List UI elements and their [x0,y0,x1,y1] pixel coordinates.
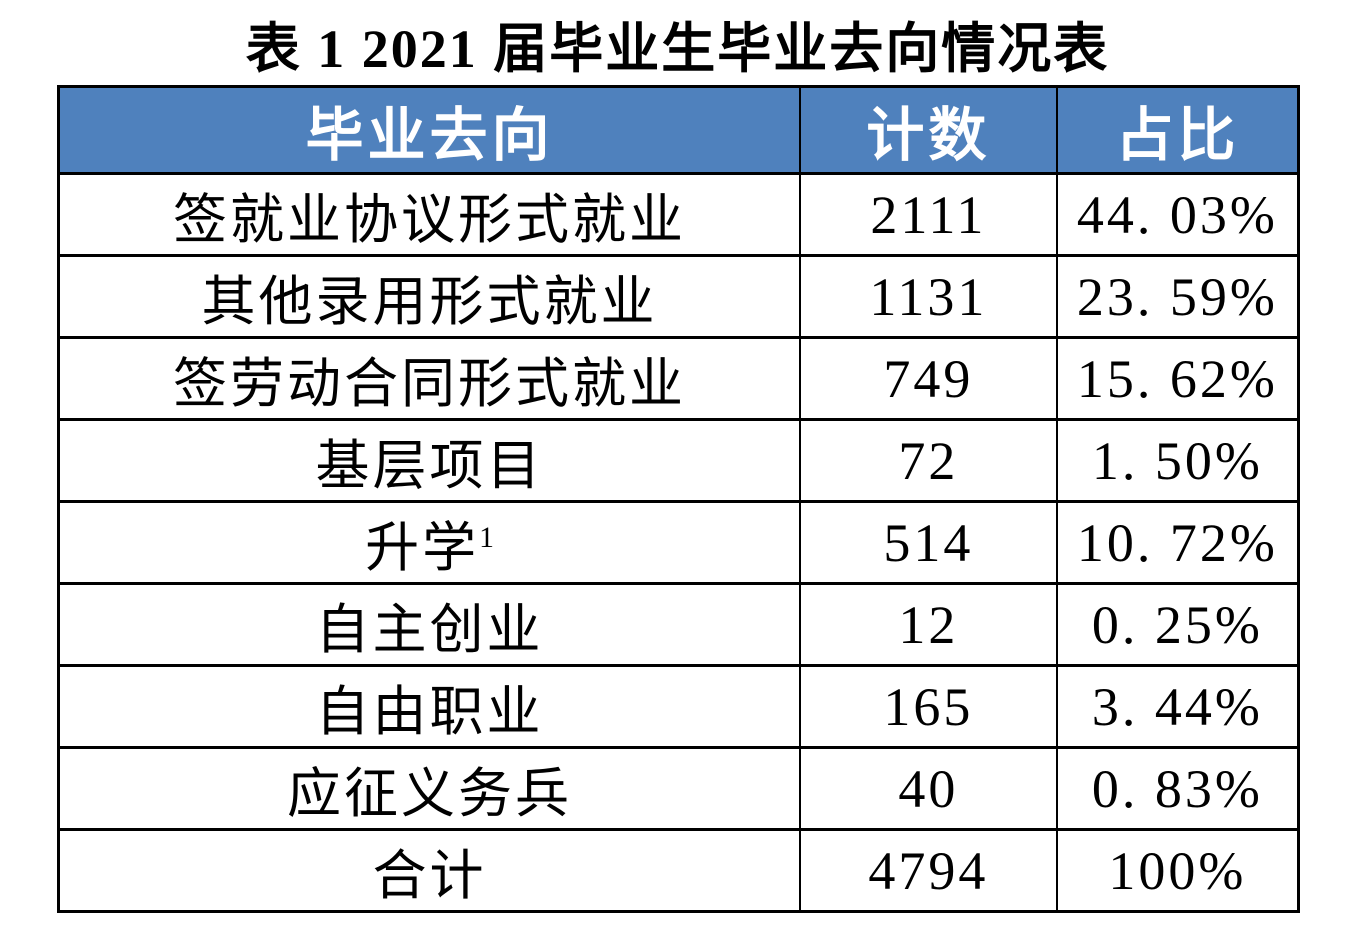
count-cell: 72 [799,418,1058,503]
count-cell: 749 [799,336,1058,421]
percent-cell: 44. 03% [1055,172,1300,257]
count-cell: 514 [799,500,1058,585]
table-row: 签劳动合同形式就业 749 15. 62% [57,336,1300,421]
header-percent: 占比 [1055,85,1300,175]
destination-cell: 合计 [57,828,802,913]
table-row: 自由职业 165 3. 44% [57,664,1300,749]
count-cell: 12 [799,582,1058,667]
count-cell: 1131 [799,254,1058,339]
table-row: 升学1 514 10. 72% [57,500,1300,585]
count-cell: 2111 [799,172,1058,257]
table-row: 应征义务兵 40 0. 83% [57,746,1300,831]
table-title: 表 1 2021 届毕业生毕业去向情况表 [245,19,1110,79]
count-cell: 4794 [799,828,1058,913]
destination-cell: 签就业协议形式就业 [57,172,802,257]
destination-cell: 基层项目 [57,418,802,503]
percent-cell: 10. 72% [1055,500,1300,585]
destination-label: 升学 [365,518,480,578]
percent-cell: 0. 83% [1055,746,1300,831]
count-cell: 165 [799,664,1058,749]
header-count: 计数 [799,85,1058,175]
percent-cell: 23. 59% [1055,254,1300,339]
table-total-row: 合计 4794 100% [57,828,1300,913]
destination-cell: 签劳动合同形式就业 [57,336,802,421]
graduate-destination-table: 毕业去向 计数 占比 签就业协议形式就业 2111 44. 03% 其他录用形式… [57,85,1300,913]
table-row: 自主创业 12 0. 25% [57,582,1300,667]
footnote-marker: 1 [479,522,494,554]
destination-cell: 升学1 [57,500,802,585]
percent-cell: 0. 25% [1055,582,1300,667]
destination-cell: 应征义务兵 [57,746,802,831]
table-row: 签就业协议形式就业 2111 44. 03% [57,172,1300,257]
percent-cell: 100% [1055,828,1300,913]
destination-cell: 自由职业 [57,664,802,749]
percent-cell: 3. 44% [1055,664,1300,749]
table-row: 基层项目 72 1. 50% [57,418,1300,503]
count-cell: 40 [799,746,1058,831]
percent-cell: 15. 62% [1055,336,1300,421]
destination-cell: 其他录用形式就业 [57,254,802,339]
destination-cell: 自主创业 [57,582,802,667]
table-row: 其他录用形式就业 1131 23. 59% [57,254,1300,339]
header-destination: 毕业去向 [57,85,802,175]
percent-cell: 1. 50% [1055,418,1300,503]
table-header-row: 毕业去向 计数 占比 [57,85,1300,175]
